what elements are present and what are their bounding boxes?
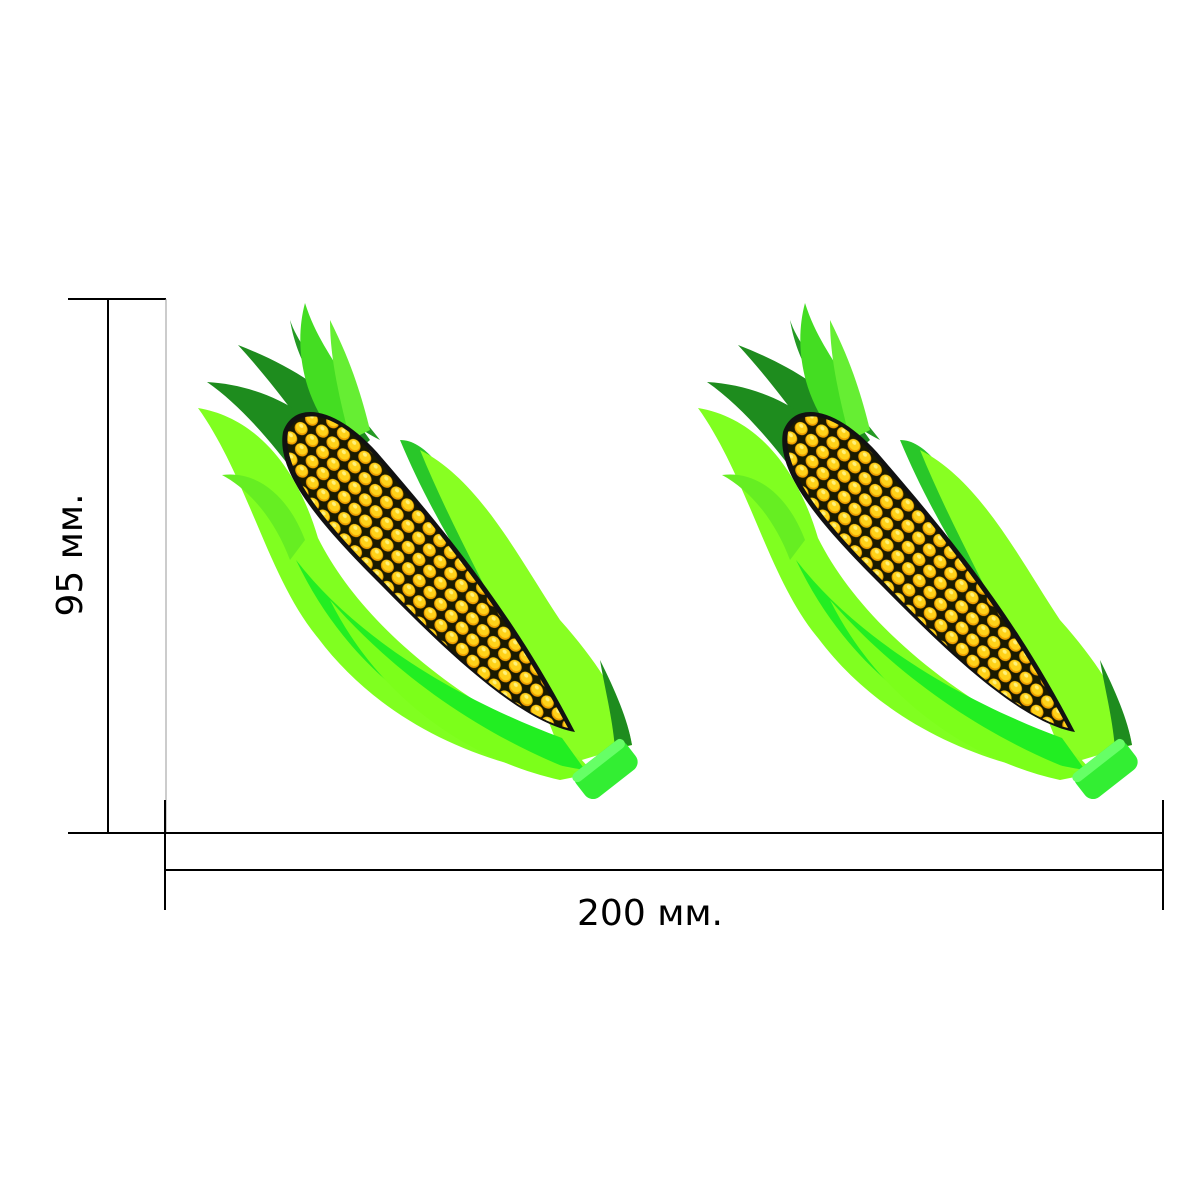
height-label: 95 мм. [50, 493, 91, 616]
dimension-lines [68, 298, 1164, 910]
width-label: 200 мм. [577, 893, 723, 934]
corn-illustration [698, 303, 1142, 804]
corn-illustration [198, 303, 642, 804]
